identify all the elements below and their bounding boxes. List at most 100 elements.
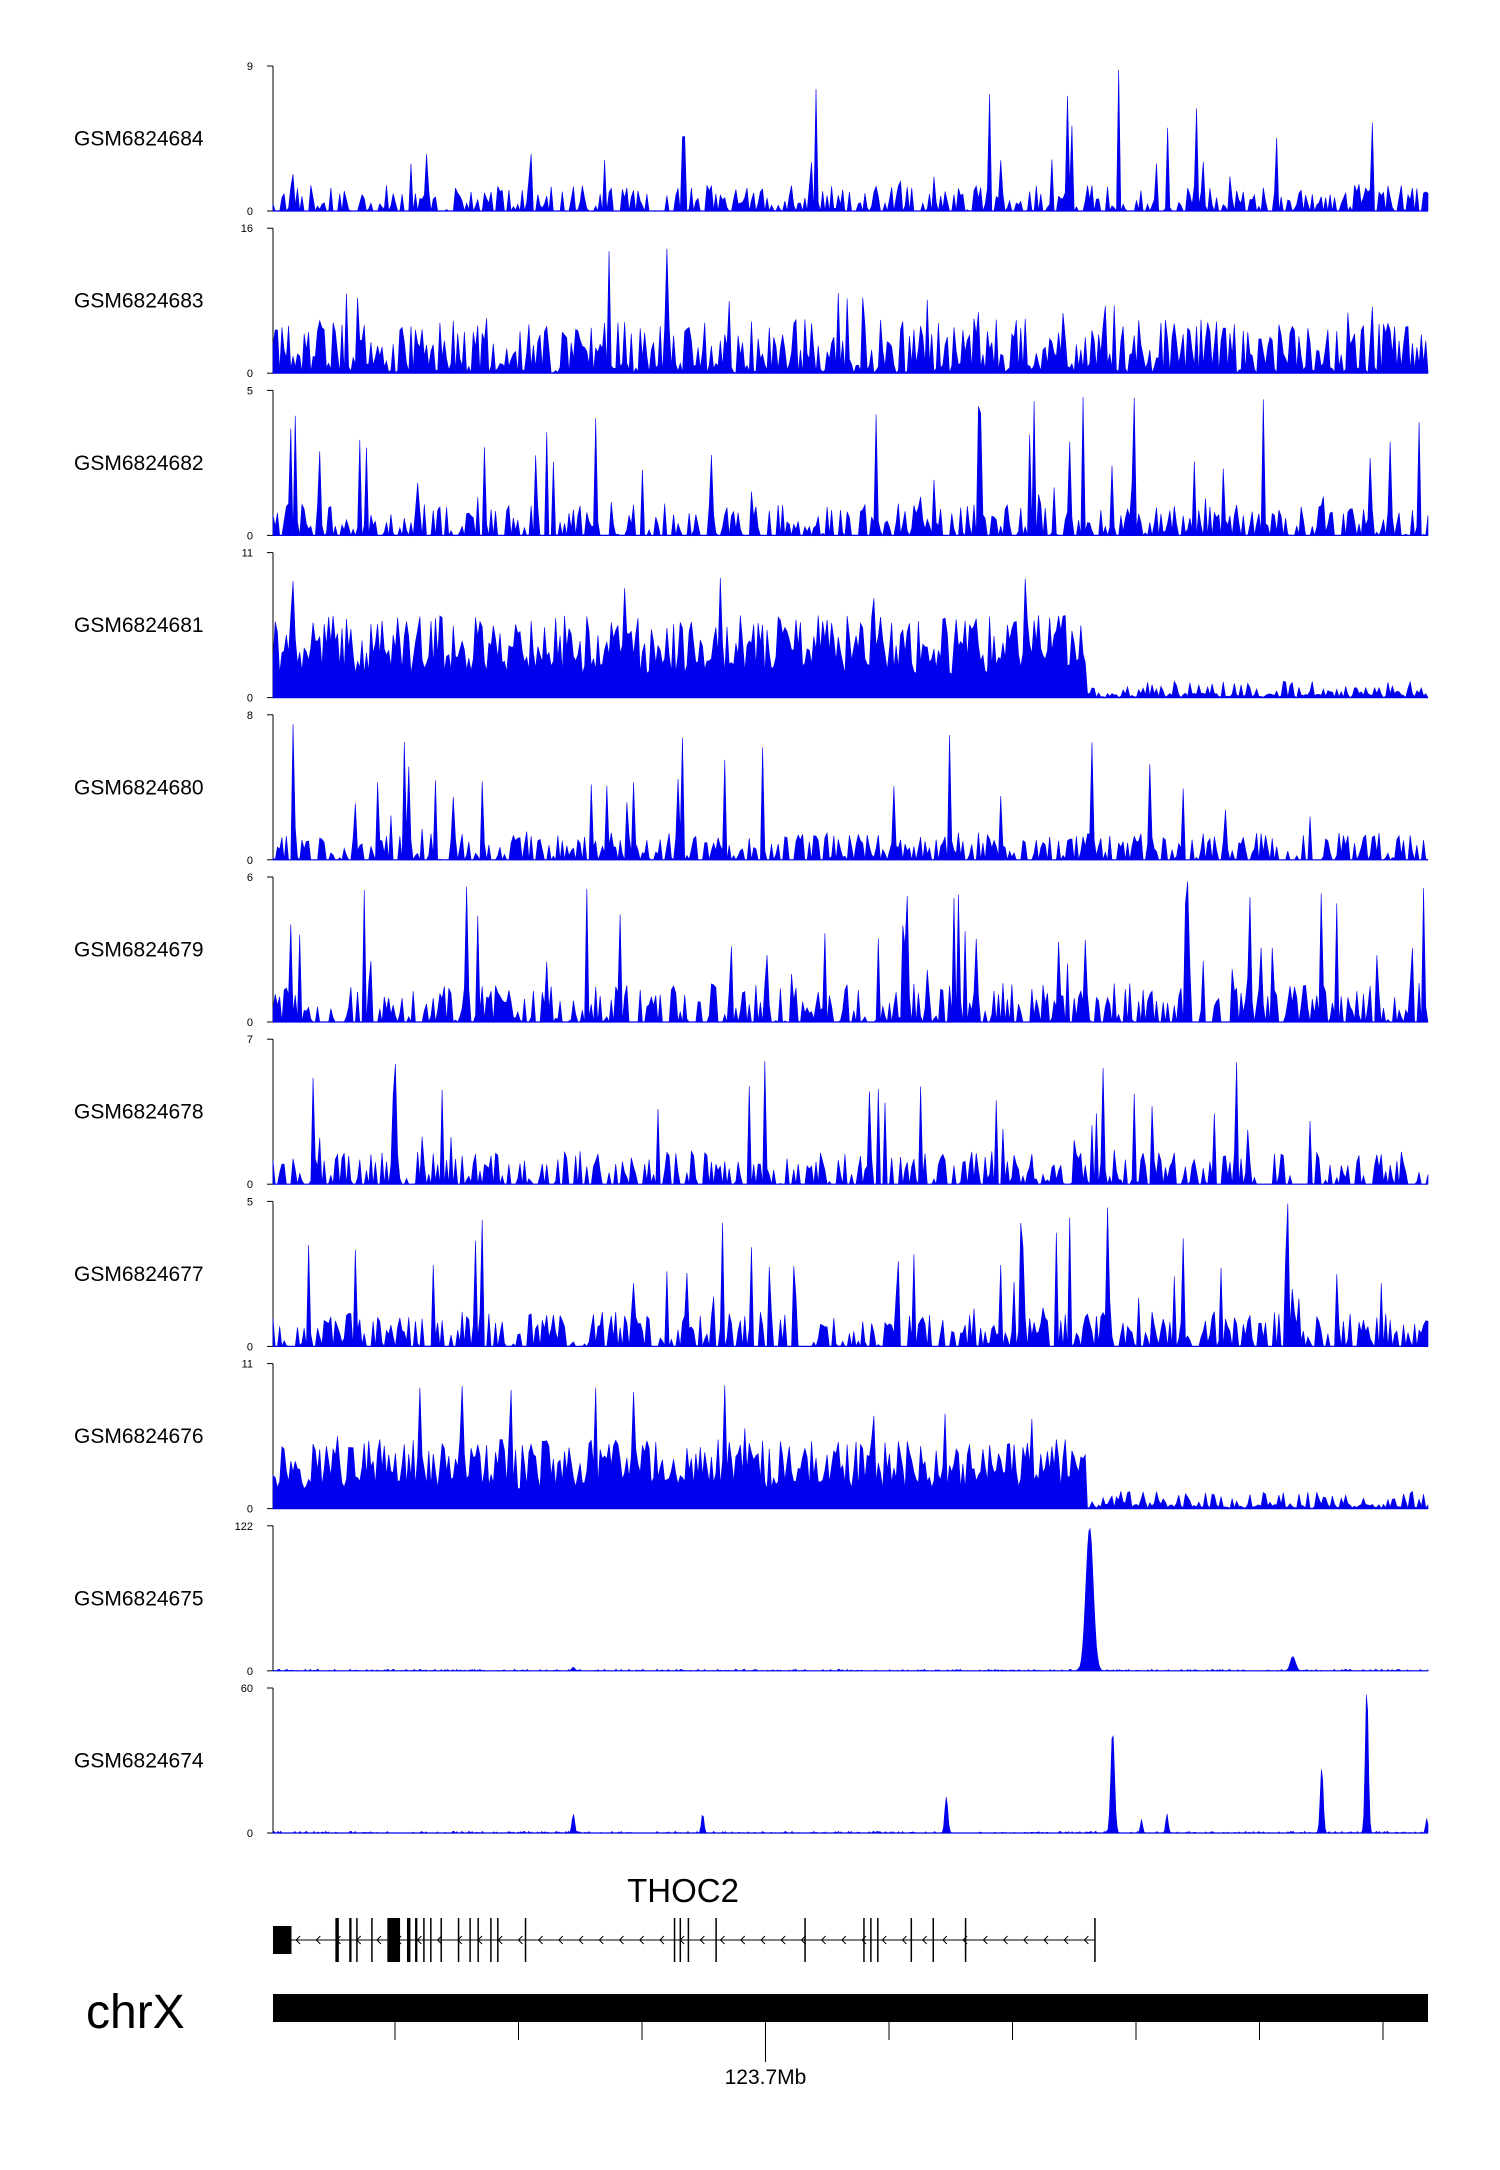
strand-arrow [942,1935,948,1945]
gene-exon [804,1918,806,1962]
strand-arrow [598,1935,604,1945]
y-tick-label-max: 5 [247,385,253,397]
track-gsm6824684: GSM6824684 9 0 [74,61,1429,218]
track-label: GSM6824681 [74,614,204,637]
signal-area [272,577,1429,699]
strand-arrow [982,1935,988,1945]
gene-exon [335,1918,339,1962]
strand-arrow [578,1935,584,1945]
track-gsm6824674: GSM6824674 60 0 [74,1683,1429,1840]
gene-exon [440,1918,442,1962]
strand-arrow [517,1935,523,1945]
chromosome-track: chrX 123.7Mb [86,1986,1428,2089]
y-tick-label-max: 9 [247,61,253,73]
gene-model-thoc2 [273,1918,1096,1962]
strand-arrow [699,1935,705,1945]
gene-exon [687,1918,690,1962]
gene-exon [430,1918,432,1962]
track-label: GSM6824678 [74,1101,204,1124]
gene-exon [273,1926,292,1954]
strand-arrow [820,1935,826,1945]
strand-arrow [719,1935,725,1945]
chromosome-bar [273,1994,1428,2022]
strand-arrow [800,1935,806,1945]
y-tick-label-min: 0 [247,1017,253,1029]
y-tick-label-min: 0 [247,206,253,218]
gene-exon [877,1918,879,1962]
gene-exon [371,1918,373,1962]
track-label: GSM6824676 [74,1425,204,1448]
y-tick-label-min: 0 [247,1341,253,1353]
signal-area [272,69,1429,213]
track-gsm6824680: GSM6824680 8 0 [74,710,1429,867]
strand-arrow [436,1935,442,1945]
strand-arrow [295,1935,301,1945]
gene-exon [715,1918,717,1962]
track-gsm6824683: GSM6824683 16 0 [74,223,1429,380]
strand-arrow [881,1935,887,1945]
gene-exon [932,1918,935,1962]
strand-arrow [1023,1935,1029,1945]
signal-area [272,396,1429,537]
strand-arrow [1002,1935,1008,1945]
signal-area [272,724,1429,861]
track-gsm6824681: GSM6824681 11 0 [74,548,1429,705]
gene-exon [870,1918,872,1962]
track-label: GSM6824684 [74,128,204,151]
gene-exon [497,1918,499,1962]
y-tick-label-max: 60 [241,1683,253,1695]
chromosome-ticks [394,2022,1384,2062]
y-tick-label-min: 0 [247,530,253,542]
strand-arrow [841,1935,847,1945]
track-label: GSM6824682 [74,452,204,475]
gene-exon [490,1918,492,1962]
strand-arrow [618,1935,624,1945]
strand-arrow [376,1935,382,1945]
y-tick-label-min: 0 [247,1179,253,1191]
x-axis-position-label: 123.7Mb [725,2066,807,2089]
strand-arrow [780,1935,786,1945]
gene-exon [679,1918,682,1962]
signal-area [272,1527,1429,1672]
gene-exon [387,1918,401,1962]
y-tick-label-max: 5 [247,1196,253,1208]
y-tick-label-min: 0 [247,368,253,380]
strand-arrow [1043,1935,1049,1945]
strand-arrow [315,1935,321,1945]
signal-area [272,1694,1429,1834]
strand-arrow [1063,1935,1069,1945]
strand-arrow [639,1935,645,1945]
gene-exon [673,1918,676,1962]
gene-exon [457,1918,460,1962]
track-gsm6824677: GSM6824677 5 0 [74,1196,1429,1353]
strand-arrow [537,1935,544,1945]
y-tick-label-min: 0 [247,855,253,867]
gene-exon [477,1918,479,1962]
gene-exon [406,1918,411,1962]
gene-exon [415,1918,418,1962]
strand-arrow [861,1935,867,1945]
y-tick-label-min: 0 [247,1828,253,1840]
gene-exon [1094,1918,1096,1962]
track-label: GSM6824674 [74,1750,204,1773]
strand-arrow [558,1935,564,1945]
track-label: GSM6824679 [74,939,204,962]
track-label: GSM6824675 [74,1587,204,1610]
strand-arrow [659,1935,665,1945]
gene-exon [469,1918,471,1962]
y-tick-label-min: 0 [247,693,253,705]
y-tick-label-min: 0 [247,1504,253,1516]
gene-exon [910,1918,913,1962]
signal-area [272,881,1429,1024]
signal-area [272,1385,1429,1510]
y-tick-label-max: 6 [247,872,253,884]
gene-name-label: THOC2 [627,1872,739,1909]
gene-exon [863,1918,865,1962]
signal-area [272,1203,1429,1348]
strand-arrow [740,1935,746,1945]
gene-track: THOC2 [273,1872,1096,1962]
track-gsm6824678: GSM6824678 7 0 [74,1034,1429,1191]
track-gsm6824682: GSM6824682 5 0 [74,385,1429,542]
track-label: GSM6824680 [74,776,204,799]
